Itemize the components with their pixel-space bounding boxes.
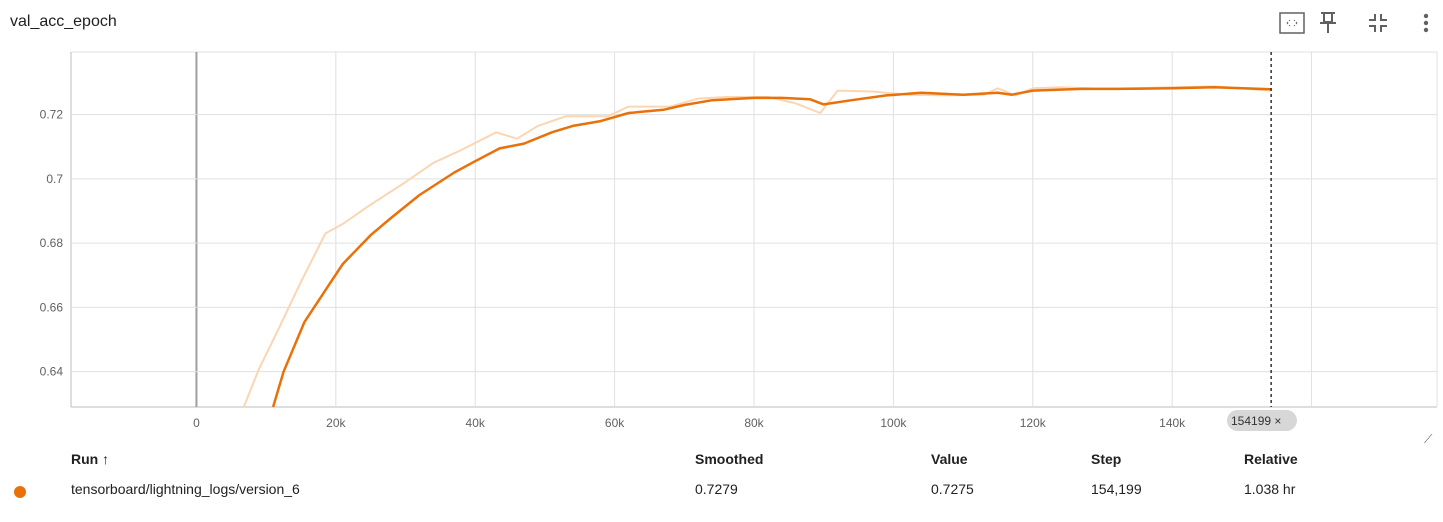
header-relative[interactable]: Relative — [1244, 451, 1298, 467]
table-row: tensorboard/lightning_logs/version_6 0.7… — [0, 478, 1443, 502]
x-tick-label: 80k — [744, 416, 764, 430]
smoothed-value: 0.7279 — [695, 481, 738, 497]
pin-icon[interactable] — [1313, 8, 1343, 38]
run-name: tensorboard/lightning_logs/version_6 — [71, 481, 300, 497]
x-tick-label: 100k — [880, 416, 907, 430]
header-value[interactable]: Value — [931, 451, 968, 467]
raw-series-line — [242, 85, 1272, 408]
y-tick-label: 0.72 — [40, 108, 64, 122]
header-run[interactable]: Run ↑ — [71, 451, 110, 467]
y-tick-label: 0.64 — [40, 365, 64, 379]
fit-domain-icon[interactable] — [1277, 8, 1307, 38]
step-value: 154,199 — [1091, 481, 1142, 497]
y-tick-label: 0.68 — [40, 236, 64, 250]
grid-lines — [70, 51, 1438, 408]
raw-value: 0.7275 — [931, 481, 974, 497]
more-vert-icon[interactable] — [1411, 8, 1441, 38]
cursor-label: 154199 × — [1231, 413, 1282, 428]
relative-value: 1.038 hr — [1244, 481, 1296, 497]
y-tick-label: 0.66 — [40, 300, 64, 314]
resize-handle-icon[interactable]: ⟋ — [1424, 432, 1433, 446]
x-tick-label: 140k — [1159, 416, 1186, 430]
x-tick-label: 20k — [326, 416, 346, 430]
chart-title: val_acc_epoch — [10, 13, 117, 30]
run-color-dot — [14, 486, 26, 498]
series-lines — [242, 85, 1272, 408]
cursor-chip[interactable]: 154199 × — [1227, 410, 1297, 431]
collapse-icon[interactable] — [1363, 8, 1393, 38]
line-chart[interactable]: 0 20k 40k 60k 80k 100k 120k 140k 0.64 0.66 0.68 0.7… — [0, 44, 1443, 444]
x-tick-label: 120k — [1020, 416, 1047, 430]
smoothed-series-line — [271, 86, 1272, 408]
y-tick-label: 0.7 — [46, 172, 63, 186]
header-step[interactable]: Step — [1091, 451, 1122, 467]
header-smoothed[interactable]: Smoothed — [695, 451, 764, 467]
x-tick-label: 40k — [466, 416, 486, 430]
tick-labels: 0 20k 40k 60k 80k 100k 120k 140k 0.64 0.66 0.68 0.7… — [40, 108, 1187, 430]
x-tick-label: 0 — [193, 416, 200, 430]
x-tick-label: 60k — [605, 416, 625, 430]
table-header: Run ↑ Smoothed Value Step Relative — [0, 448, 1443, 472]
